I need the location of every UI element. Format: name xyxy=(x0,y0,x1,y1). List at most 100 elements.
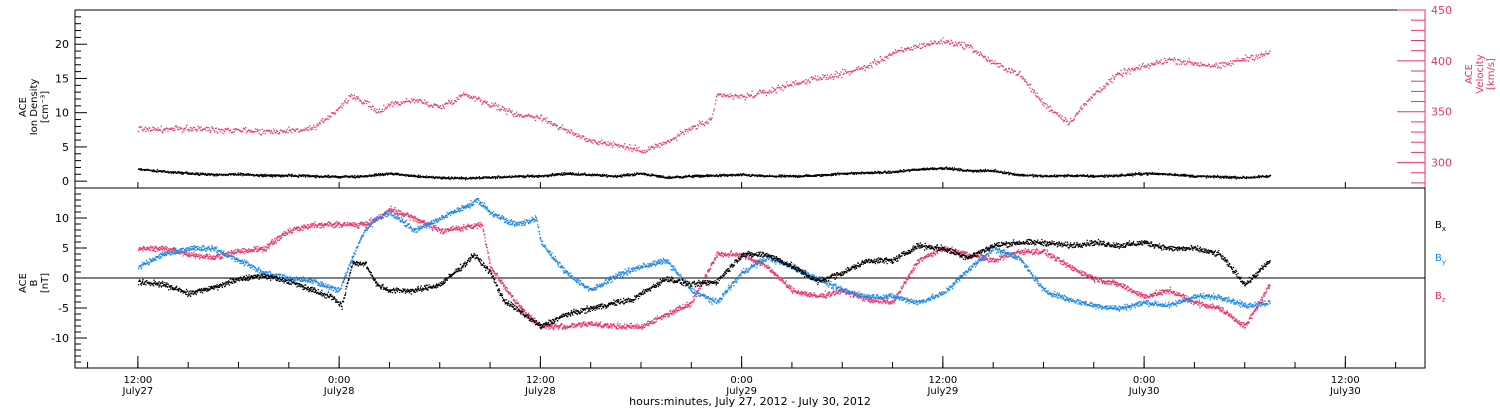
velocity-series-point xyxy=(1234,60,1236,62)
bz-series-point xyxy=(280,237,283,239)
bz-series-point xyxy=(389,208,392,210)
density-series-point xyxy=(430,175,432,178)
velocity-series-point xyxy=(481,103,483,105)
velocity-series-point xyxy=(396,101,398,103)
velocity-series-point xyxy=(1022,76,1024,78)
velocity-series-point xyxy=(1103,85,1105,87)
velocity-series-point xyxy=(449,102,451,105)
bz-series-point xyxy=(163,246,165,248)
velocity-series-point xyxy=(516,115,518,117)
density-series-point xyxy=(693,176,695,178)
density-series-point xyxy=(948,168,950,170)
bz-series-point xyxy=(227,251,229,253)
density-series-point xyxy=(924,168,926,170)
density-series-point xyxy=(502,176,504,178)
velocity-series-point xyxy=(1021,78,1023,80)
velocity-series-point xyxy=(306,127,308,129)
density-series-point xyxy=(872,172,874,174)
bz-series-point xyxy=(203,256,206,258)
density-series-point xyxy=(809,174,811,176)
density-series-point xyxy=(335,176,338,178)
density-series-point xyxy=(189,172,191,174)
density-series-point xyxy=(943,167,945,169)
bz-series-point xyxy=(356,223,358,225)
density-series-point xyxy=(1137,173,1140,175)
velocity-series-point xyxy=(1120,69,1122,71)
density-series-point xyxy=(982,169,984,171)
velocity-series-point xyxy=(1076,113,1078,115)
density-series-point xyxy=(453,178,455,180)
velocity-series-point xyxy=(860,68,862,70)
velocity-series-point xyxy=(930,40,932,42)
bz-series-point xyxy=(208,256,210,258)
velocity-series-point xyxy=(688,127,691,129)
velocity-series-point xyxy=(1027,84,1029,86)
velocity-series-point xyxy=(490,106,492,108)
velocity-series-point xyxy=(565,129,568,131)
velocity-series-point xyxy=(978,54,980,57)
bz-series-point xyxy=(233,253,235,255)
bz-series-point xyxy=(319,224,321,226)
density-series-point xyxy=(395,174,397,176)
velocity-series-point xyxy=(362,101,365,104)
bz-series-point xyxy=(266,246,268,248)
density-series-point xyxy=(739,174,741,176)
velocity-series-point xyxy=(1149,65,1152,67)
density-series-point xyxy=(628,175,630,177)
velocity-series-point xyxy=(303,129,306,131)
velocity-series-point xyxy=(722,93,724,95)
bz-series-point xyxy=(161,248,163,250)
density-series-point xyxy=(590,174,592,176)
velocity-series-point xyxy=(150,130,152,132)
velocity-series-point xyxy=(1037,95,1039,98)
velocity-series-point xyxy=(192,129,194,131)
velocity-series-point xyxy=(559,127,561,129)
velocity-series-point xyxy=(1257,58,1259,60)
velocity-series-point xyxy=(373,110,375,112)
velocity-series-point xyxy=(687,131,689,133)
velocity-series-point xyxy=(1020,76,1022,78)
velocity-series-point xyxy=(928,43,930,46)
density-series-point xyxy=(270,175,272,178)
density-series-point xyxy=(324,175,327,177)
bz-series-point xyxy=(142,248,144,250)
bz-series-point xyxy=(257,250,259,252)
velocity-series-point xyxy=(1072,119,1074,122)
bz-series-point xyxy=(391,208,393,210)
velocity-series-point xyxy=(331,112,333,114)
velocity-series-point xyxy=(558,128,560,130)
velocity-series-point xyxy=(391,101,393,103)
bz-series-point xyxy=(332,226,334,229)
density-series-point xyxy=(563,173,565,175)
velocity-series-point xyxy=(1110,78,1112,80)
bz-series-point xyxy=(164,247,166,249)
velocity-series-point xyxy=(1080,106,1082,108)
velocity-series-point xyxy=(646,150,648,153)
velocity-series-point xyxy=(756,93,758,95)
velocity-series-point xyxy=(556,124,558,126)
velocity-series-point xyxy=(191,127,193,130)
velocity-series-point xyxy=(434,104,436,106)
bz-series-point xyxy=(257,250,260,252)
bz-series-point xyxy=(333,223,335,225)
bz-series-point xyxy=(307,228,309,230)
velocity-series-point xyxy=(1145,66,1147,69)
density-series-point xyxy=(799,176,801,178)
bz-series-point xyxy=(148,249,150,251)
velocity-series-point xyxy=(885,56,887,58)
velocity-series-point xyxy=(381,108,383,110)
velocity-series-point xyxy=(236,128,238,130)
velocity-series-point xyxy=(553,123,555,125)
velocity-series-point xyxy=(921,43,923,45)
density-series-point xyxy=(329,176,331,178)
velocity-series-point xyxy=(663,141,666,144)
density-series-point xyxy=(812,175,815,177)
velocity-series-point xyxy=(1106,82,1108,84)
velocity-series-point xyxy=(1105,83,1107,85)
density-series-point xyxy=(976,171,978,173)
velocity-series-point xyxy=(534,119,537,122)
velocity-series-point xyxy=(1265,50,1267,53)
density-series-point xyxy=(719,175,721,177)
density-series-point xyxy=(885,172,887,174)
density-series-point xyxy=(344,176,346,178)
